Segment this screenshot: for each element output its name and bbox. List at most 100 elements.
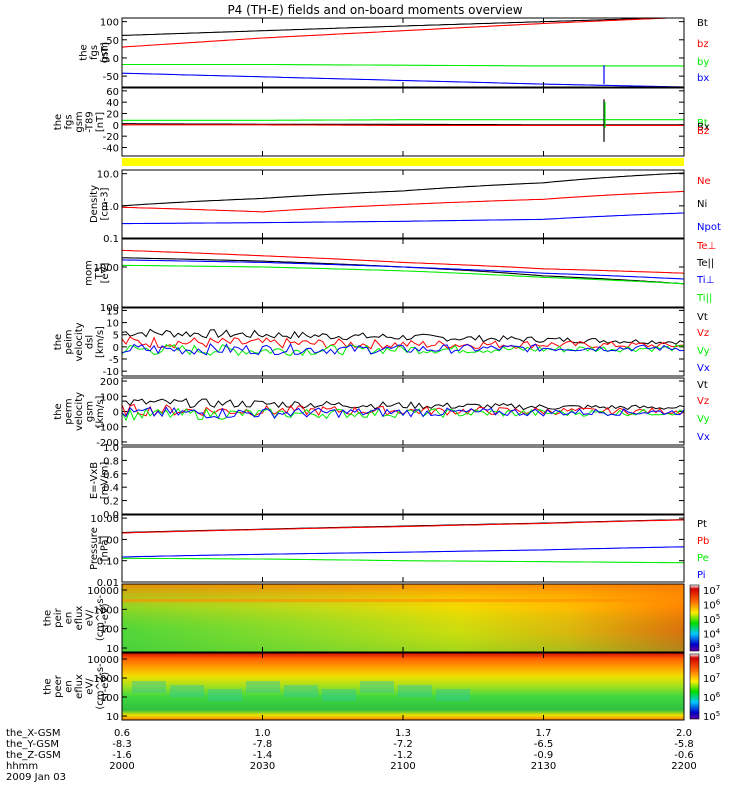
panel-peer_spec: 10000 1000 100 10 108 107 106 105 the peer en eflux… <box>43 652 721 723</box>
series-line-Pi <box>121 546 685 558</box>
y-tick-label: 1000 <box>94 674 119 685</box>
x-axis-tick-label: 1.0 <box>255 728 271 739</box>
series-line-bx <box>121 72 685 88</box>
x-axis-tick-label: -8.3 <box>112 739 132 750</box>
colorbar-tick-label: 106 <box>703 599 721 612</box>
y-tick-label: 10 <box>106 644 119 655</box>
y-tick-label: 100 <box>100 693 119 704</box>
y-tick-label: 0 <box>113 408 119 419</box>
y-axis-label-line: eV/ <box>85 678 96 695</box>
legend-label: bz <box>697 39 709 50</box>
y-tick-label: 20 <box>106 110 119 121</box>
y-tick-label: 0.2 <box>103 497 119 508</box>
series-line-Vx <box>121 406 685 419</box>
series-line-Vt <box>121 328 685 345</box>
legend-label: Ne <box>697 176 711 187</box>
y-axis-label: the peer en eflux eV/(cm^2-s-sr-eV) <box>43 663 112 710</box>
legend-label: Vt <box>697 312 708 323</box>
y-tick-label: 100 <box>100 18 119 29</box>
legend-label: by <box>697 57 709 68</box>
panel-frame <box>121 446 685 515</box>
x-axis-tick-label: 2200 <box>671 761 696 772</box>
x-axis-tick-label: -1.4 <box>253 750 273 761</box>
panel-density: 10.0 1.0 0.1 Ne Ni Npot Density [cm-3] <box>89 169 721 245</box>
panel-frame <box>121 238 685 308</box>
spectrogram-patch <box>436 689 470 701</box>
colorbar <box>689 584 700 652</box>
y-axis-label-line: the <box>43 610 54 626</box>
spectrogram-patch <box>360 681 394 693</box>
legend-label: Pe <box>697 553 709 564</box>
legend-label: Vz <box>697 328 709 339</box>
legend-label: Ti|| <box>696 293 712 304</box>
x-axis-tick-label: 2000 <box>109 761 134 772</box>
colorbar-tick-exponent: 5 <box>716 613 720 621</box>
legend-label: Vt <box>697 380 708 391</box>
yellow-quality-bar <box>122 158 684 166</box>
y-axis-label: the peim velocity dsl [km/s] <box>53 322 106 361</box>
y-tick-label: 0.4 <box>103 483 119 494</box>
x-axis-tick-label: 1.7 <box>536 728 552 739</box>
y-axis-label-line: mom <box>84 260 95 286</box>
y-tick-label: -200 <box>96 438 119 449</box>
legend-label: Npot <box>697 222 721 233</box>
y-axis-label-line: the <box>53 334 64 350</box>
spectrogram-patch <box>170 685 204 697</box>
spectrogram-patch <box>132 681 166 693</box>
y-axis-label-line: velocity <box>74 392 85 431</box>
y-axis-label-line: gsm <box>74 111 85 132</box>
y-axis-label-line: eflux <box>74 606 85 631</box>
y-tick-label: -50 <box>103 72 119 83</box>
y-tick-label: 10.00 <box>90 514 119 525</box>
panel-frame <box>121 17 685 88</box>
colorbar-tick-label: 106 <box>703 691 721 704</box>
y-tick-label: 1000 <box>94 605 119 616</box>
x-axis-tick-label: -0.6 <box>674 750 694 761</box>
series-line-Vz <box>121 403 685 417</box>
x-axis-row-label: the_Y-GSM <box>6 739 59 750</box>
y-axis-label: Density [cm-3] <box>89 185 111 223</box>
panel-fgs_gsm: 100 50 0 -50 Bt bz by bx the fgs gsm[nT] <box>78 17 709 88</box>
series-line-Vx <box>121 342 685 356</box>
panel-pressure: 10.00 1.00 0.10 0.01 Pt Pb Pe Pi Pressure [nPa] <box>89 514 710 589</box>
y-tick-label: 0 <box>113 54 119 65</box>
x-axis-tick-label: -1.2 <box>393 750 413 761</box>
y-tick-label: 10.0 <box>97 170 119 181</box>
y-tick-label: 100 <box>100 625 119 636</box>
colorbar-tick-label: 107 <box>703 672 720 685</box>
y-tick-label: 1.00 <box>97 535 119 546</box>
y-axis-label-line: E=-VxB <box>89 462 100 499</box>
y-axis-label-line: [eV] <box>100 263 111 284</box>
colorbar-tick-exponent: 6 <box>716 599 721 607</box>
y-axis-label-line: velocity <box>74 322 85 361</box>
y-tick-label: 0.8 <box>103 456 119 467</box>
figure-title: P4 (TH-E) fields and on-board moments ov… <box>227 3 522 17</box>
legend-label: Vy <box>697 346 710 357</box>
spectrogram-patch <box>246 681 280 693</box>
y-axis-label-line: eflux <box>74 674 85 699</box>
legend-label: Pb <box>697 536 709 547</box>
y-axis-label-line: fgs <box>89 45 100 60</box>
x-axis-date: 2009 Jan 03 <box>6 772 66 783</box>
y-tick-label: -40 <box>103 144 119 155</box>
x-axis-tick-label: 0.6 <box>114 728 130 739</box>
y-axis-label-line: en <box>64 612 75 625</box>
colorbar-tick-label: 107 <box>703 584 720 597</box>
y-axis-label-line: the <box>53 114 64 130</box>
series-line-Ti|| <box>121 264 685 285</box>
y-axis-label-line: [km/s] <box>95 395 106 427</box>
y-axis-label: mom T3[eV] <box>84 260 112 286</box>
series-line-Bz <box>122 124 684 126</box>
y-axis-label-line: [cm-3] <box>99 187 110 220</box>
x-axis-tick-label: -7.2 <box>393 739 413 750</box>
series-line-Te⊥ <box>121 249 685 274</box>
colorbar-tick-exponent: 7 <box>716 672 720 680</box>
legend-label: Bt <box>697 18 708 29</box>
colorbar-tick-exponent: 8 <box>716 653 720 661</box>
series-line-Ti⊥ <box>121 259 685 280</box>
legend-label: Te|| <box>696 258 714 269</box>
x-axis-tick-label: 2.0 <box>676 728 692 739</box>
